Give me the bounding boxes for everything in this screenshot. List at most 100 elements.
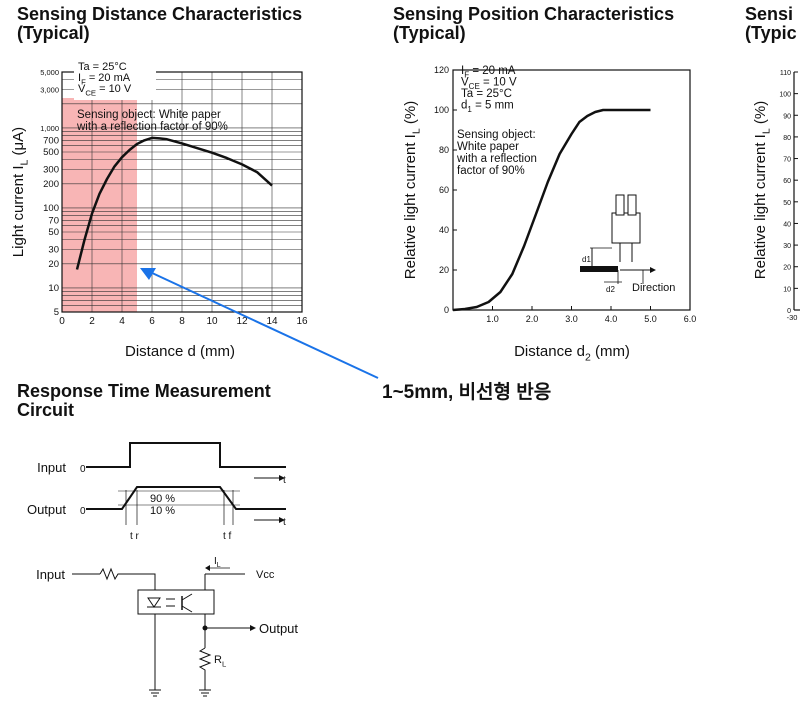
y-tick-label: 60	[439, 185, 449, 195]
condition-label: IF = 20 mA	[461, 65, 516, 79]
output-label: Output	[27, 502, 66, 517]
x-tick-label: 1.0	[486, 314, 499, 324]
y-tick-label: 0	[444, 305, 449, 315]
input-waveform	[86, 442, 286, 468]
highlight-band	[62, 98, 137, 312]
plot-frame	[61, 71, 303, 313]
x-axis-label: Distance d2 (mm)	[514, 343, 630, 364]
direction-arrowhead	[650, 267, 656, 273]
y-axis-label: Relative light current IL (%)	[402, 101, 423, 279]
x-tick-label: 6	[149, 316, 155, 327]
y-tick-label: 20	[783, 265, 791, 272]
position-chart: 0 20 40 60 80 100 120 1.0 2.0 3.0 4.0 5.0 6.0 IF = 20…	[402, 65, 696, 364]
y-tick-label: 20	[48, 259, 59, 270]
annotation: 1~5mm, 비선형 반응	[140, 268, 551, 403]
transistor-emitter	[181, 605, 193, 613]
third-chart-title: Sensi (Typic	[745, 4, 797, 43]
y-tick-label: 1,000	[40, 124, 59, 133]
sensor-pin	[615, 194, 625, 216]
x-tick-label: 5.0	[644, 314, 657, 324]
rl-label: RL	[214, 654, 227, 668]
output-arrowhead	[250, 625, 256, 631]
condition-label: VCE = 10 V	[78, 83, 132, 97]
y-axis-label: Relative light current IL (%)	[752, 101, 773, 279]
x-tick-label: 14	[266, 316, 278, 327]
x-tick-label: 12	[236, 316, 248, 327]
note-label: with a reflection	[456, 153, 537, 165]
sensor-body	[611, 212, 641, 244]
x-axis-label: Distance d (mm)	[125, 343, 235, 360]
time-arrowhead	[279, 475, 285, 481]
vcc-label: Vcc	[256, 569, 275, 581]
y-tick-label: 50	[48, 227, 59, 238]
response-section-title: Response Time Measurement Circuit	[17, 381, 271, 420]
position-chart-title: Sensing Position Characteristics (Typica…	[393, 4, 675, 43]
y-tick-label: 700	[43, 135, 59, 146]
note-label: factor of 90%	[457, 165, 525, 177]
time-arrowhead	[279, 517, 285, 523]
y-tick-label: 50	[783, 200, 791, 207]
y-tick-label: 5	[54, 307, 59, 318]
note-label: Sensing object: White paper	[77, 109, 221, 121]
il-label: IL	[214, 556, 221, 569]
zero-label: 0	[80, 506, 86, 517]
y-tick-label: 70	[48, 215, 59, 226]
y-tick-label: 5,000	[40, 68, 59, 77]
x-tick-label: 6.0	[684, 314, 697, 324]
x-tick-label: 3.0	[565, 314, 578, 324]
condition-label: Ta = 25°C	[461, 88, 512, 100]
circuit-output-label: Output	[259, 621, 298, 636]
y-tick-label: 60	[783, 178, 791, 185]
input-label: Input	[37, 460, 66, 475]
y-tick-label: 70	[783, 157, 791, 164]
x-tick-label: 2	[89, 316, 95, 327]
y-tick-label: 20	[439, 265, 449, 275]
d1-label: d1	[582, 255, 591, 264]
sensor-pin	[627, 194, 637, 216]
time-label: t	[283, 475, 286, 486]
x-tick-label: 0	[59, 316, 65, 327]
y-tick-label: 80	[783, 135, 791, 142]
x-tick-label: 10	[206, 316, 218, 327]
y-tick-label: 500	[43, 147, 59, 158]
y-tick-label: 10	[783, 286, 791, 293]
conditions-box	[74, 60, 156, 100]
y-tick-label: 30	[48, 245, 59, 256]
y-axis-label: Light current IL (μA)	[10, 127, 31, 257]
y-tick-label: 40	[783, 221, 791, 228]
condition-label: d1 = 5 mm	[461, 100, 514, 114]
y-tick-label: 40	[439, 225, 449, 235]
annotation-arrowhead	[140, 268, 156, 280]
distance-chart-title: Sensing Distance Characteristics (Typica…	[17, 4, 303, 43]
y-tick-label: 100	[434, 105, 449, 115]
x-tick-label: -30	[787, 313, 798, 322]
il-arrowhead	[205, 565, 210, 571]
position-series-line	[452, 108, 651, 312]
pct10-label: 10 %	[150, 505, 175, 517]
zero-label: 0	[80, 464, 86, 475]
d2-label: d2	[606, 285, 615, 294]
optocoupler-box	[137, 589, 215, 615]
annotation-arrow-line	[149, 271, 379, 379]
load-resistor	[198, 647, 212, 690]
circuit-input-label: Input	[36, 567, 65, 582]
input-resistor	[99, 567, 156, 590]
x-tick-label: 2.0	[526, 314, 539, 324]
pct90-label: 90 %	[150, 493, 175, 505]
distance-series-line	[75, 136, 273, 270]
direction-label: Direction	[632, 282, 675, 294]
time-label: t	[283, 517, 286, 528]
tf-label: t f	[223, 531, 232, 542]
condition-label: VCE = 10 V	[461, 77, 517, 91]
y-tick-label: 90	[783, 113, 791, 120]
y-tick-label: 110	[780, 70, 791, 77]
x-tick-label: 4.0	[605, 314, 618, 324]
condition-label: Ta = 25°C	[78, 61, 127, 73]
timing-diagram: Input 0 t Output 0 90 %10 % t r t f t	[27, 442, 286, 542]
x-tick-label: 8	[179, 316, 185, 327]
y-tick-label: 120	[434, 65, 449, 75]
led-symbol	[147, 597, 161, 608]
sensing-object	[580, 266, 618, 272]
